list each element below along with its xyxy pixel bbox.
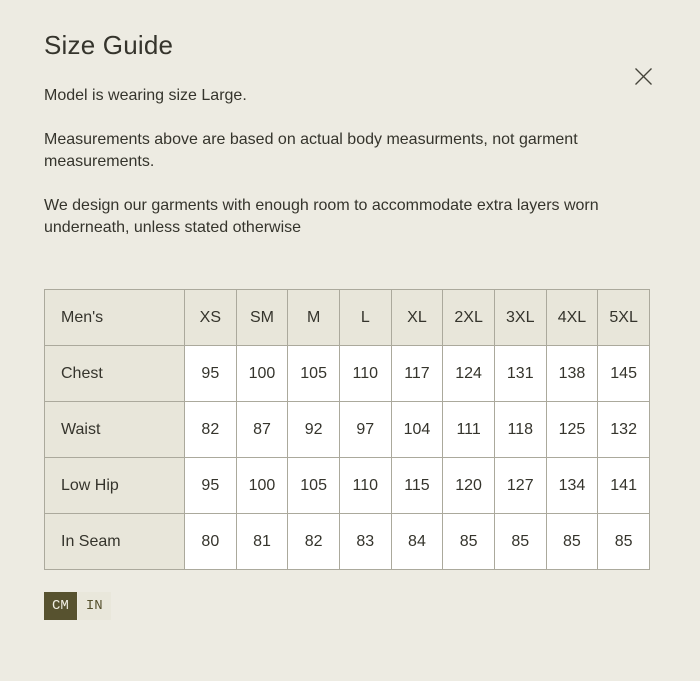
measurement-value-cell: 117 (390, 345, 444, 403)
table-row: Waist 82 87 92 97 104 111 118 125 132 (44, 401, 650, 459)
modal-paragraphs: Model is wearing size Large. Measurements… (44, 85, 652, 239)
measurement-value-cell: 82 (184, 401, 237, 459)
measurement-value-cell: 85 (597, 513, 650, 571)
modal-paragraph: We design our garments with enough room … (44, 197, 599, 237)
measurement-row-label: Chest (44, 345, 185, 403)
measurement-value-cell: 141 (597, 457, 650, 515)
size-chart-body: Chest 95 100 105 110 117 124 131 138 145 Waist 82 87… (44, 345, 650, 571)
unit-toggle: CM IN (44, 592, 652, 621)
measurement-value-cell: 84 (390, 513, 444, 571)
close-icon (634, 67, 653, 86)
modal-paragraph: Model is wearing size Large. (44, 87, 247, 105)
measurement-row-label: In Seam (44, 513, 185, 571)
measurement-value-cell: 95 (184, 345, 237, 403)
size-chart-header: Men's XS SM M L XL 2XL 3XL 4XL 5XL (44, 289, 650, 347)
measurement-value-cell: 105 (287, 457, 340, 515)
measurement-value-cell: 105 (287, 345, 340, 403)
measurement-value-cell: 118 (493, 401, 547, 459)
measurement-value-cell: 80 (184, 513, 237, 571)
measurement-value-cell: 110 (338, 345, 392, 403)
size-column-header: 3XL (493, 289, 547, 347)
measurement-value-cell: 100 (235, 345, 289, 403)
measurement-value-cell: 87 (235, 401, 289, 459)
measurement-row-label: Waist (44, 401, 185, 459)
table-row: In Seam 80 81 82 83 84 85 85 85 85 (44, 513, 650, 571)
unit-toggle-in-button[interactable]: IN (77, 592, 111, 621)
measurement-value-cell: 132 (597, 401, 650, 459)
measurement-value-cell: 95 (184, 457, 237, 515)
size-column-header: L (338, 289, 392, 347)
table-row: Low Hip 95 100 105 110 115 120 127 134 141 (44, 457, 650, 515)
size-column-header: XS (184, 289, 237, 347)
measurement-value-cell: 82 (287, 513, 340, 571)
size-column-header: 5XL (597, 289, 650, 347)
measurement-value-cell: 115 (390, 457, 444, 515)
measurement-value-cell: 124 (442, 345, 495, 403)
table-corner-header: Men's (44, 289, 185, 347)
table-row: Chest 95 100 105 110 117 124 131 138 145 (44, 345, 650, 403)
measurement-value-cell: 145 (597, 345, 650, 403)
measurement-value-cell: 83 (338, 513, 392, 571)
size-column-header: M (287, 289, 340, 347)
page-title: Size Guide (44, 30, 174, 60)
measurement-value-cell: 81 (235, 513, 289, 571)
unit-toggle-cm-button[interactable]: CM (44, 592, 77, 621)
measurement-value-cell: 92 (287, 401, 340, 459)
measurement-value-cell: 85 (545, 513, 599, 571)
size-guide-modal: Size Guide Model is wearing size Large. M… (0, 30, 700, 681)
size-column-header: XL (390, 289, 444, 347)
close-button[interactable] (629, 62, 657, 90)
size-column-header: 4XL (545, 289, 599, 347)
measurement-value-cell: 111 (442, 401, 495, 459)
measurement-value-cell: 134 (545, 457, 599, 515)
size-chart-table: Men's XS SM M L XL 2XL 3XL 4XL 5XL Chest 95 100 105 1… (44, 289, 650, 571)
measurement-value-cell: 120 (442, 457, 495, 515)
measurement-value-cell: 110 (338, 457, 392, 515)
measurement-row-label: Low Hip (44, 457, 185, 515)
header-row: Men's XS SM M L XL 2XL 3XL 4XL 5XL (44, 289, 650, 347)
size-column-header: 2XL (442, 289, 495, 347)
measurement-value-cell: 125 (545, 401, 599, 459)
measurement-value-cell: 138 (545, 345, 599, 403)
measurement-value-cell: 127 (493, 457, 547, 515)
measurement-value-cell: 131 (493, 345, 547, 403)
size-column-header: SM (235, 289, 289, 347)
measurement-value-cell: 104 (390, 401, 444, 459)
measurement-value-cell: 100 (235, 457, 289, 515)
measurement-value-cell: 85 (493, 513, 547, 571)
modal-paragraph: Measurements above are based on actual b… (44, 131, 578, 171)
measurement-value-cell: 97 (338, 401, 392, 459)
measurement-value-cell: 85 (442, 513, 495, 571)
